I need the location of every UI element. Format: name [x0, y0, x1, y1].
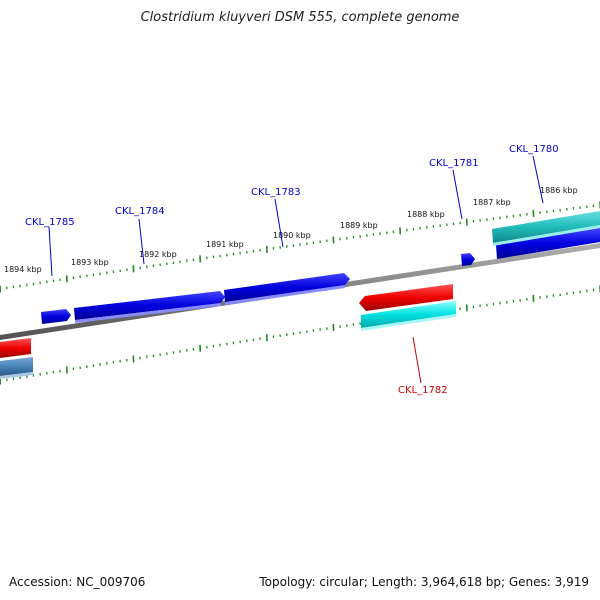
- rna-feature-teal-base: [493, 225, 600, 246]
- kbp-label: 1886 kbp: [540, 186, 578, 195]
- gene-ckl-1782-cyan-base: [361, 314, 456, 331]
- genome-summary-text: Topology: circular; Length: 3,964,618 bp…: [259, 575, 589, 589]
- kbp-labels: 1894 kbp 1893 kbp 1892 kbp 1891 kbp 1890…: [4, 186, 578, 274]
- kbp-label: 1890 kbp: [273, 231, 311, 240]
- kbp-label: 1893 kbp: [71, 258, 109, 267]
- gene-label[interactable]: CKL_1784: [115, 206, 165, 217]
- kbp-label: 1887 kbp: [473, 198, 511, 207]
- gene-leader-lines: [48, 155, 544, 384]
- gene-ckl-1783[interactable]: [224, 273, 350, 302]
- tick-track-outer: [0, 201, 600, 293]
- gene-ckl-1780[interactable]: [496, 228, 600, 259]
- gene-label[interactable]: CKL_1781: [429, 158, 479, 169]
- gene-labels: CKL_1785 CKL_1784 CKL_1783 CKL_1781 CKL_…: [25, 144, 559, 396]
- accession-text: Accession: NC_009706: [9, 575, 146, 589]
- gene-ckl-1782[interactable]: [359, 284, 453, 311]
- gene-label[interactable]: CKL_1783: [251, 187, 301, 198]
- gene-left-steelblue[interactable]: [0, 357, 33, 376]
- gene-ckl-1783-base: [225, 285, 345, 305]
- gene-ckl-1784-base: [75, 303, 221, 323]
- gene-ckl-1785[interactable]: [41, 309, 71, 324]
- gene-ckl-1781[interactable]: [461, 253, 475, 266]
- kbp-label: 1891 kbp: [206, 240, 244, 249]
- page-title: Clostridium kluyveri DSM 555, complete g…: [140, 10, 460, 25]
- gene-ckl-1784[interactable]: [74, 291, 225, 320]
- gene-label[interactable]: CKL_1782: [398, 385, 448, 396]
- kbp-label: 1894 kbp: [4, 265, 42, 274]
- tick-track-inner: [0, 285, 600, 385]
- kbp-label: 1892 kbp: [139, 250, 177, 259]
- kbp-label: 1888 kbp: [407, 210, 445, 219]
- gene-label[interactable]: CKL_1785: [25, 217, 75, 228]
- gene-ckl-1782-cyan[interactable]: [361, 301, 456, 328]
- forward-strand-features: [41, 211, 600, 324]
- gene-label[interactable]: CKL_1780: [509, 144, 559, 155]
- gene-left-steelblue-base: [0, 372, 33, 379]
- gene-left-red[interactable]: [0, 338, 31, 358]
- rna-feature-teal[interactable]: [492, 211, 600, 243]
- kbp-label: 1889 kbp: [340, 221, 378, 230]
- reverse-strand-features: [0, 284, 456, 379]
